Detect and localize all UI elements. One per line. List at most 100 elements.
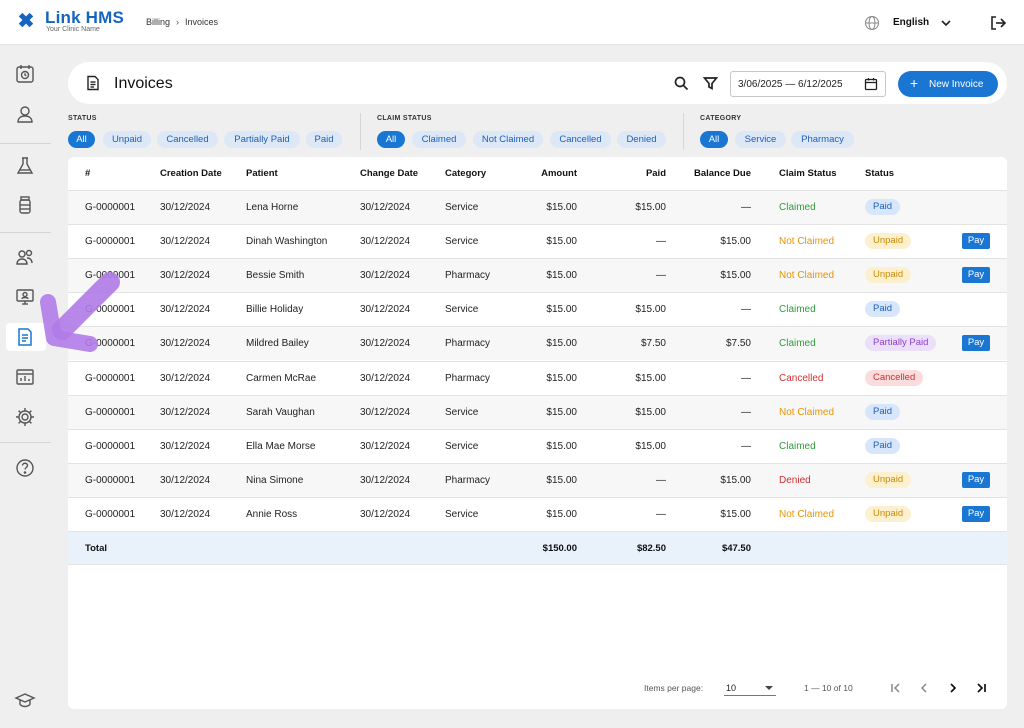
cell-patient[interactable]: Sarah Vaughan xyxy=(246,407,315,418)
col-header-change-date[interactable]: Change Date xyxy=(360,168,419,179)
cell-balance-due: $15.00 xyxy=(720,475,751,486)
person-icon[interactable] xyxy=(14,103,36,125)
cell-patient[interactable]: Mildred Bailey xyxy=(246,338,309,349)
globe-icon[interactable] xyxy=(864,15,880,31)
pay-button[interactable]: Pay xyxy=(962,335,990,351)
cell-patient[interactable]: Bessie Smith xyxy=(246,270,305,281)
cell-invoice-id[interactable]: G-0000001 xyxy=(85,509,136,520)
table-row[interactable] xyxy=(68,463,1007,497)
pay-button[interactable]: Pay xyxy=(962,233,990,249)
cell-patient[interactable]: Billie Holiday xyxy=(246,304,304,315)
table-row[interactable] xyxy=(68,292,1007,326)
cell-category: Service xyxy=(445,407,479,418)
previous-page-icon[interactable] xyxy=(917,681,931,695)
cell-amount: $15.00 xyxy=(546,236,577,247)
pay-button[interactable]: Pay xyxy=(962,506,990,522)
status-badge: Paid xyxy=(865,301,901,317)
logout-icon[interactable] xyxy=(989,14,1007,32)
cell-invoice-id[interactable]: G-0000001 xyxy=(85,475,136,486)
first-page-icon[interactable] xyxy=(889,681,903,695)
chevron-down-icon[interactable] xyxy=(940,17,952,29)
invoice-icon[interactable] xyxy=(14,326,36,348)
table-row[interactable] xyxy=(68,258,1007,292)
table-row[interactable] xyxy=(68,429,1007,463)
cell-category: Service xyxy=(445,441,479,452)
cell-invoice-id[interactable]: G-0000001 xyxy=(85,338,136,349)
cell-creation-date: 30/12/2024 xyxy=(160,475,211,486)
next-page-icon[interactable] xyxy=(946,681,960,695)
status-chip-paid[interactable]: Paid xyxy=(306,131,342,148)
status-chip-partially-paid[interactable]: Partially Paid xyxy=(224,131,300,148)
breadcrumb-billing[interactable]: Billing xyxy=(146,17,171,27)
status-chip-all[interactable]: All xyxy=(68,131,95,148)
col-header-number[interactable]: # xyxy=(85,168,91,179)
category-chip-pharmacy[interactable]: Pharmacy xyxy=(791,131,854,148)
invoice-icon xyxy=(87,75,99,91)
calendar-clock-icon[interactable] xyxy=(14,63,36,85)
status-badge: Partially Paid xyxy=(865,335,937,351)
col-header-category[interactable]: Category xyxy=(445,168,487,179)
claim-chip-denied[interactable]: Denied xyxy=(617,131,666,148)
language-selector[interactable]: English xyxy=(893,17,930,28)
category-chip-service[interactable]: Service xyxy=(735,131,786,148)
new-invoice-button[interactable]: + New Invoice xyxy=(898,71,998,97)
cell-paid: $15.00 xyxy=(635,202,666,213)
cell-patient[interactable]: Annie Ross xyxy=(246,509,298,520)
cell-invoice-id[interactable]: G-0000001 xyxy=(85,373,136,384)
last-page-icon[interactable] xyxy=(974,681,988,695)
total-balance-due: $47.50 xyxy=(721,543,751,554)
cell-paid: — xyxy=(656,475,666,486)
graduation-cap-icon[interactable] xyxy=(14,689,36,711)
monitor-user-icon[interactable] xyxy=(14,286,36,308)
claim-chip-not-claimed[interactable]: Not Claimed xyxy=(473,131,543,148)
items-per-page-select[interactable]: 10 xyxy=(724,680,776,696)
filter-icon[interactable] xyxy=(703,76,718,91)
cell-invoice-id[interactable]: G-0000001 xyxy=(85,441,136,452)
flask-icon[interactable] xyxy=(14,155,36,177)
cell-patient[interactable]: Lena Horne xyxy=(246,202,299,213)
table-row[interactable] xyxy=(68,326,1007,360)
cell-invoice-id[interactable]: G-0000001 xyxy=(85,407,136,418)
col-header-balance-due[interactable]: Balance Due xyxy=(693,168,751,179)
cell-patient[interactable]: Dinah Washington xyxy=(246,236,328,247)
table-row[interactable] xyxy=(68,224,1007,258)
medicine-bottle-icon[interactable] xyxy=(14,194,36,216)
col-header-claim-status[interactable]: Claim Status xyxy=(779,168,837,179)
total-amount: $150.00 xyxy=(542,543,577,554)
status-chip-cancelled[interactable]: Cancelled xyxy=(157,131,218,148)
cell-patient[interactable]: Ella Mae Morse xyxy=(246,441,316,452)
gear-icon[interactable] xyxy=(14,406,36,428)
claim-chip-cancelled[interactable]: Cancelled xyxy=(550,131,611,148)
category-chip-all[interactable]: All xyxy=(700,131,728,148)
claim-chip-claimed[interactable]: Claimed xyxy=(412,131,466,148)
table-row[interactable] xyxy=(68,361,1007,395)
pay-button[interactable]: Pay xyxy=(962,267,990,283)
calendar-icon[interactable] xyxy=(864,77,878,91)
col-header-creation-date[interactable]: Creation Date xyxy=(160,168,222,179)
claim-chip-all[interactable]: All xyxy=(377,131,405,148)
col-header-status[interactable]: Status xyxy=(865,168,895,179)
date-range-picker[interactable]: 3/06/2025 — 6/12/2025 xyxy=(730,71,886,97)
col-header-patient[interactable]: Patient xyxy=(246,168,278,179)
search-icon[interactable] xyxy=(674,76,689,91)
cell-invoice-id[interactable]: G-0000001 xyxy=(85,304,136,315)
chart-icon[interactable] xyxy=(14,366,36,388)
table-row[interactable] xyxy=(68,190,1007,224)
cell-invoice-id[interactable]: G-0000001 xyxy=(85,270,136,281)
col-header-paid[interactable]: Paid xyxy=(645,168,666,179)
cell-invoice-id[interactable]: G-0000001 xyxy=(85,236,136,247)
cell-patient[interactable]: Carmen McRae xyxy=(246,373,317,384)
table-row[interactable] xyxy=(68,395,1007,429)
cell-balance-due: — xyxy=(741,373,751,384)
table-row[interactable] xyxy=(68,497,1007,531)
help-icon[interactable] xyxy=(14,457,36,479)
brand-name[interactable]: Link HMS xyxy=(45,8,125,27)
cell-patient[interactable]: Nina Simone xyxy=(246,475,304,486)
pay-button[interactable]: Pay xyxy=(962,472,990,488)
status-chip-unpaid[interactable]: Unpaid xyxy=(103,131,151,148)
cell-change-date: 30/12/2024 xyxy=(360,202,411,213)
cell-invoice-id[interactable]: G-0000001 xyxy=(85,202,136,213)
col-header-amount[interactable]: Amount xyxy=(541,168,577,179)
users-icon[interactable] xyxy=(14,246,36,268)
date-range-value: 3/06/2025 — 6/12/2025 xyxy=(738,79,843,90)
